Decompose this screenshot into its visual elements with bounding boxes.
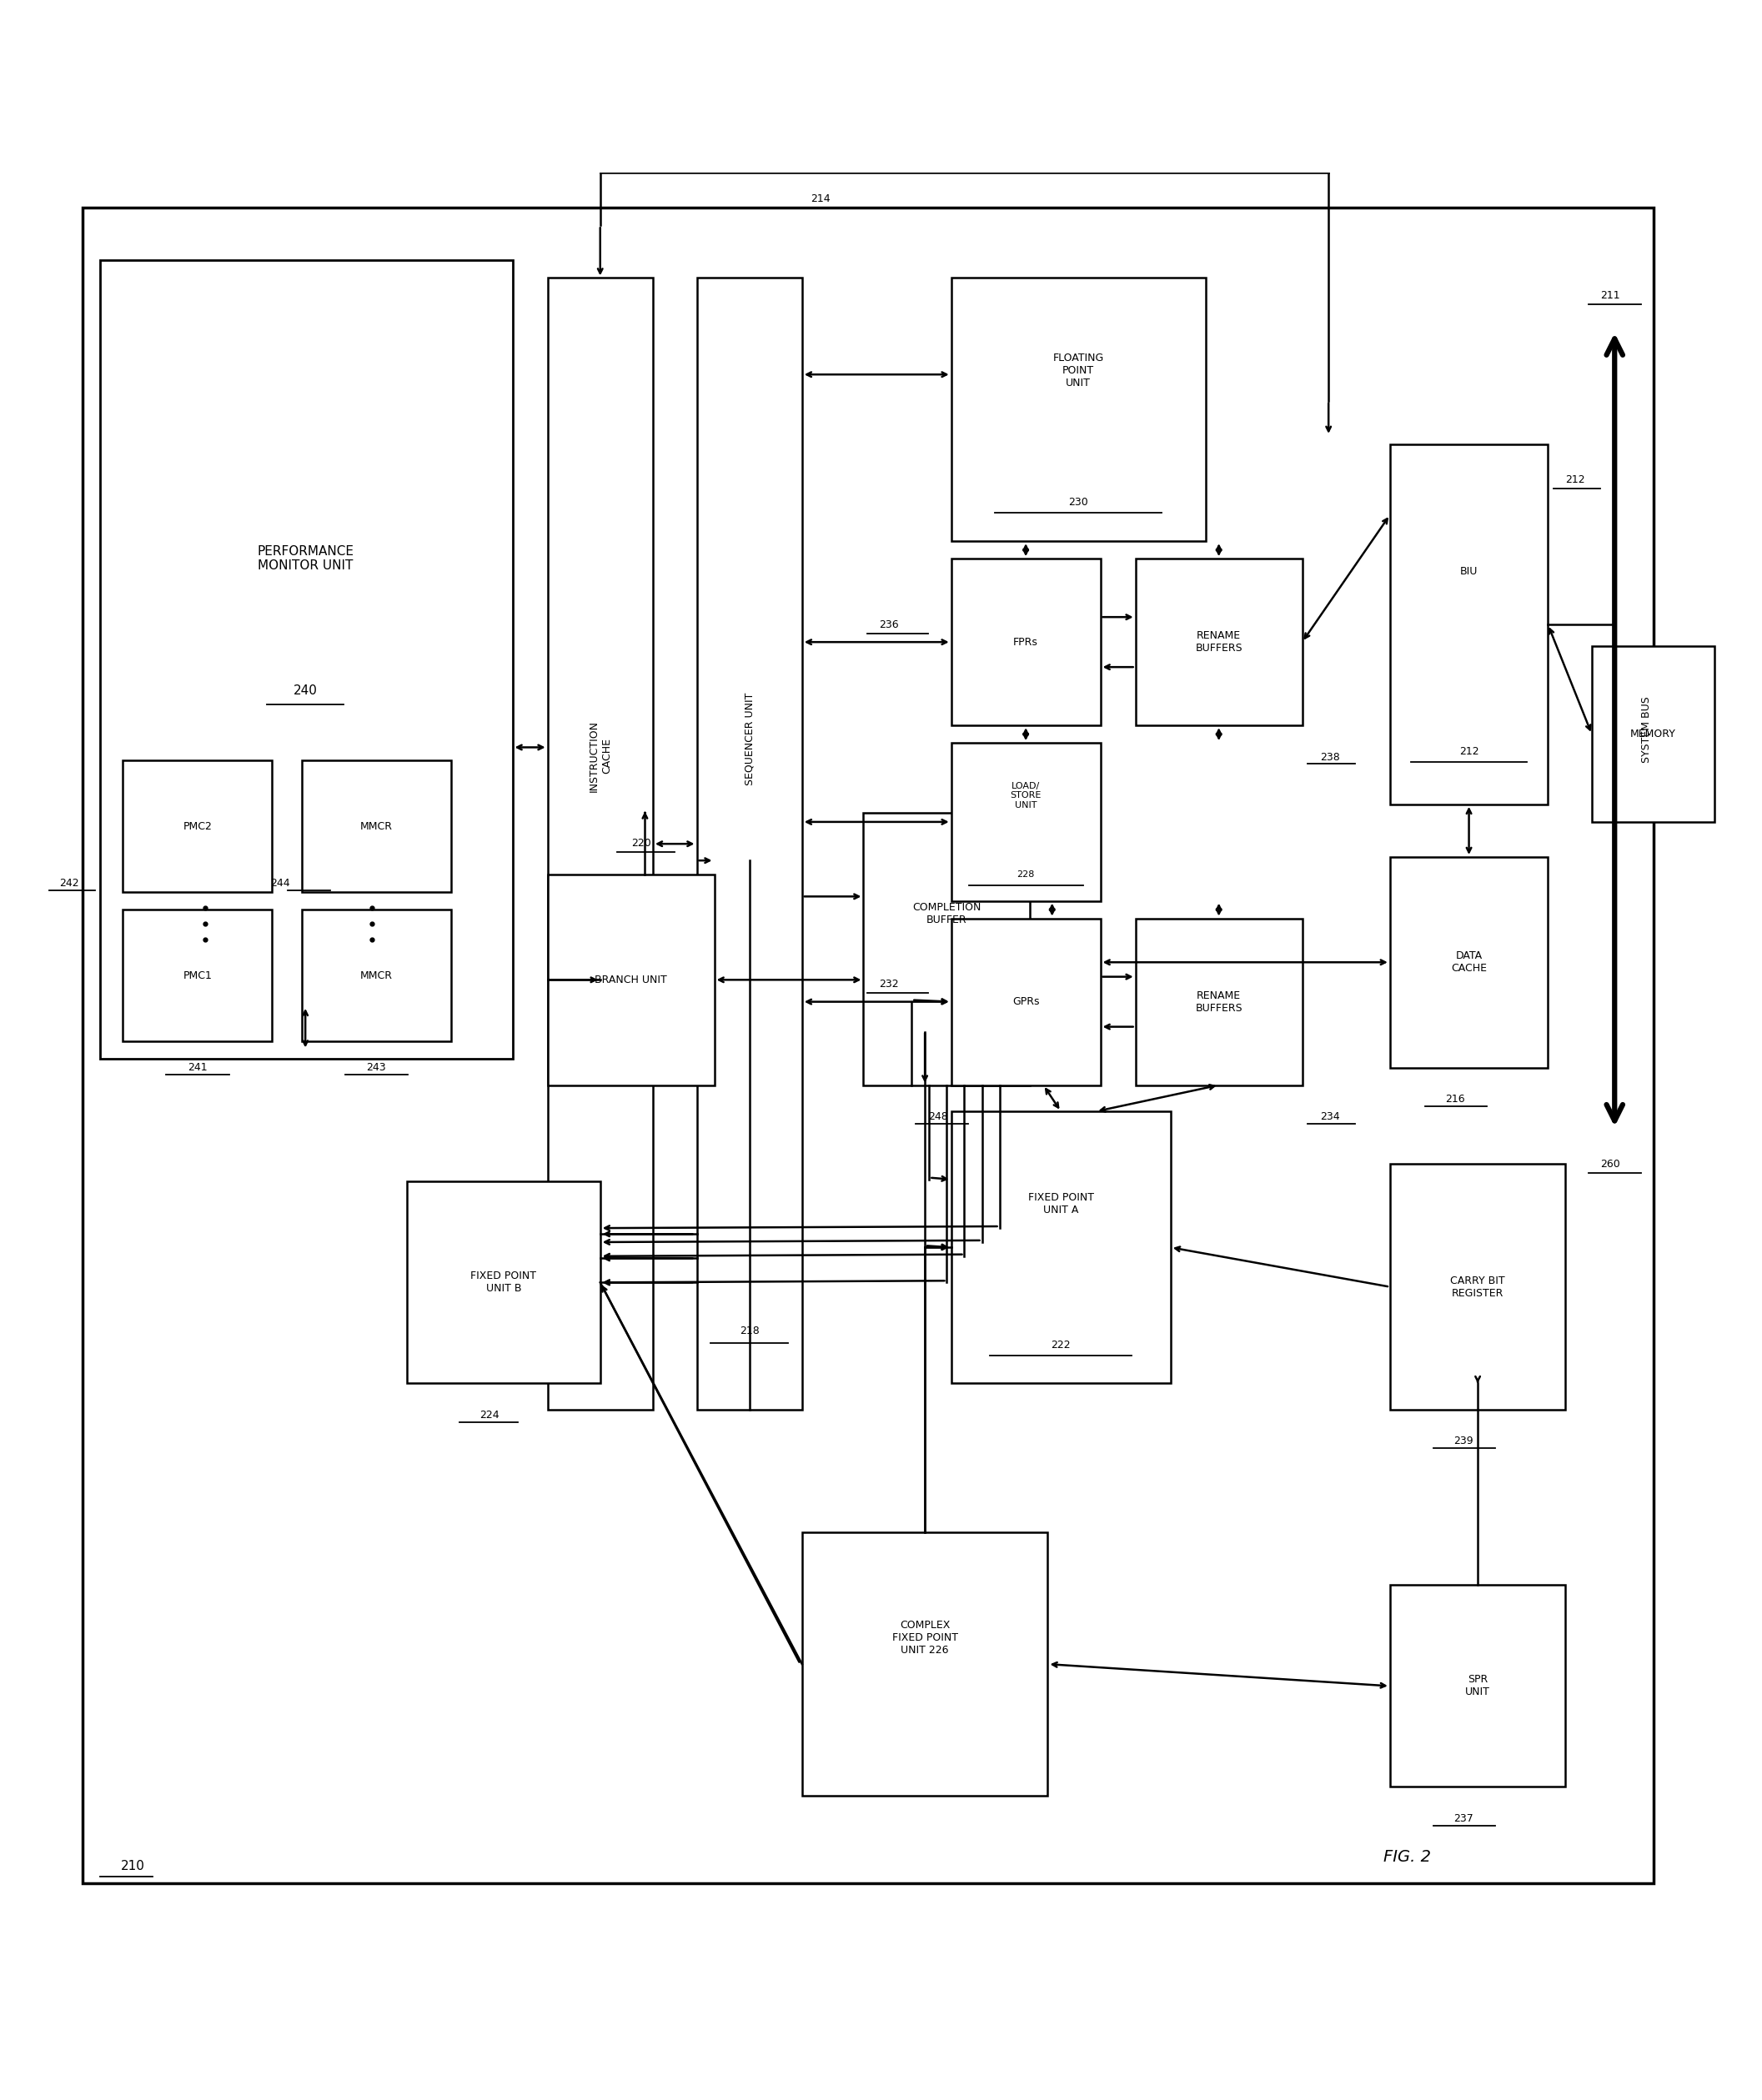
Text: 242: 242 (60, 878, 79, 888)
Bar (1390, 1586, 1565, 1787)
Text: 260: 260 (1600, 1159, 1621, 1170)
Text: INSTRUCTION
CACHE: INSTRUCTION CACHE (589, 720, 611, 792)
Text: GPRs: GPRs (1011, 995, 1040, 1008)
Text: BRANCH UNIT: BRANCH UNIT (596, 974, 668, 985)
Bar (83, 208, 1653, 1884)
Bar (696, 277, 802, 1409)
Bar (951, 559, 1101, 724)
Text: 214: 214 (811, 193, 830, 204)
Text: PMC2: PMC2 (183, 821, 211, 832)
Text: 210: 210 (122, 1861, 144, 1871)
Text: 222: 222 (1052, 1340, 1071, 1350)
Bar (1390, 1163, 1565, 1409)
Text: 218: 218 (740, 1325, 759, 1336)
Text: LOAD/
STORE
UNIT: LOAD/ STORE UNIT (1010, 781, 1041, 808)
Text: 212: 212 (1565, 475, 1586, 485)
Text: COMPLETION
BUFFER: COMPLETION BUFFER (913, 903, 981, 926)
Bar (863, 813, 1031, 1086)
Text: 244: 244 (270, 878, 291, 888)
Text: SYSTEM BUS: SYSTEM BUS (1640, 697, 1651, 762)
Text: FIXED POINT
UNIT A: FIXED POINT UNIT A (1027, 1193, 1094, 1216)
Bar (301, 909, 451, 1042)
Text: FIXED POINT
UNIT B: FIXED POINT UNIT B (470, 1270, 537, 1294)
Text: 236: 236 (879, 619, 899, 630)
Text: 238: 238 (1320, 752, 1339, 762)
Bar (951, 277, 1205, 542)
Bar (123, 909, 271, 1042)
Text: 239: 239 (1454, 1436, 1473, 1447)
Text: 243: 243 (366, 1063, 386, 1073)
Text: 220: 220 (631, 838, 652, 848)
Text: 216: 216 (1445, 1094, 1464, 1105)
Bar (548, 277, 654, 1409)
Text: PMC1: PMC1 (183, 970, 211, 981)
Text: 234: 234 (1320, 1111, 1339, 1121)
Bar (1390, 445, 1549, 804)
Bar (951, 1111, 1170, 1384)
Text: RENAME
BUFFERS: RENAME BUFFERS (1195, 989, 1242, 1014)
Text: COMPLEX
FIXED POINT
UNIT 226: COMPLEX FIXED POINT UNIT 226 (892, 1619, 959, 1655)
Text: SPR
UNIT: SPR UNIT (1466, 1674, 1491, 1697)
Bar (802, 1533, 1048, 1795)
Bar (301, 760, 451, 892)
Text: FIG. 2: FIG. 2 (1383, 1850, 1431, 1865)
Bar (951, 743, 1101, 901)
Text: 211: 211 (1600, 290, 1621, 300)
Text: 237: 237 (1454, 1812, 1473, 1825)
Text: 232: 232 (879, 979, 899, 989)
Text: 248: 248 (929, 1111, 948, 1121)
Bar (1135, 918, 1302, 1086)
Text: 230: 230 (1068, 498, 1089, 508)
Text: 212: 212 (1459, 746, 1478, 758)
Text: FPRs: FPRs (1013, 636, 1038, 647)
Text: CARRY BIT
REGISTER: CARRY BIT REGISTER (1450, 1275, 1505, 1298)
Bar (1135, 559, 1302, 724)
Text: SEQUENCER UNIT: SEQUENCER UNIT (744, 693, 754, 785)
Bar (951, 918, 1101, 1086)
Bar (123, 760, 271, 892)
Text: 228: 228 (1017, 869, 1034, 878)
Text: MMCR: MMCR (359, 970, 393, 981)
Text: DATA
CACHE: DATA CACHE (1452, 951, 1487, 974)
Bar (1591, 647, 1714, 821)
Text: FLOATING
POINT
UNIT: FLOATING POINT UNIT (1054, 353, 1105, 388)
Text: BIU: BIU (1461, 567, 1478, 578)
Text: PERFORMANCE
MONITOR UNIT: PERFORMANCE MONITOR UNIT (257, 546, 354, 571)
Bar (1390, 857, 1549, 1067)
Text: 224: 224 (479, 1409, 499, 1420)
Bar (100, 260, 513, 1058)
Text: 240: 240 (292, 685, 317, 697)
Bar (407, 1182, 601, 1384)
Text: RENAME
BUFFERS: RENAME BUFFERS (1195, 630, 1242, 653)
Text: 241: 241 (187, 1063, 208, 1073)
Text: MEMORY: MEMORY (1630, 729, 1676, 739)
Bar (548, 874, 714, 1086)
Text: MMCR: MMCR (359, 821, 393, 832)
